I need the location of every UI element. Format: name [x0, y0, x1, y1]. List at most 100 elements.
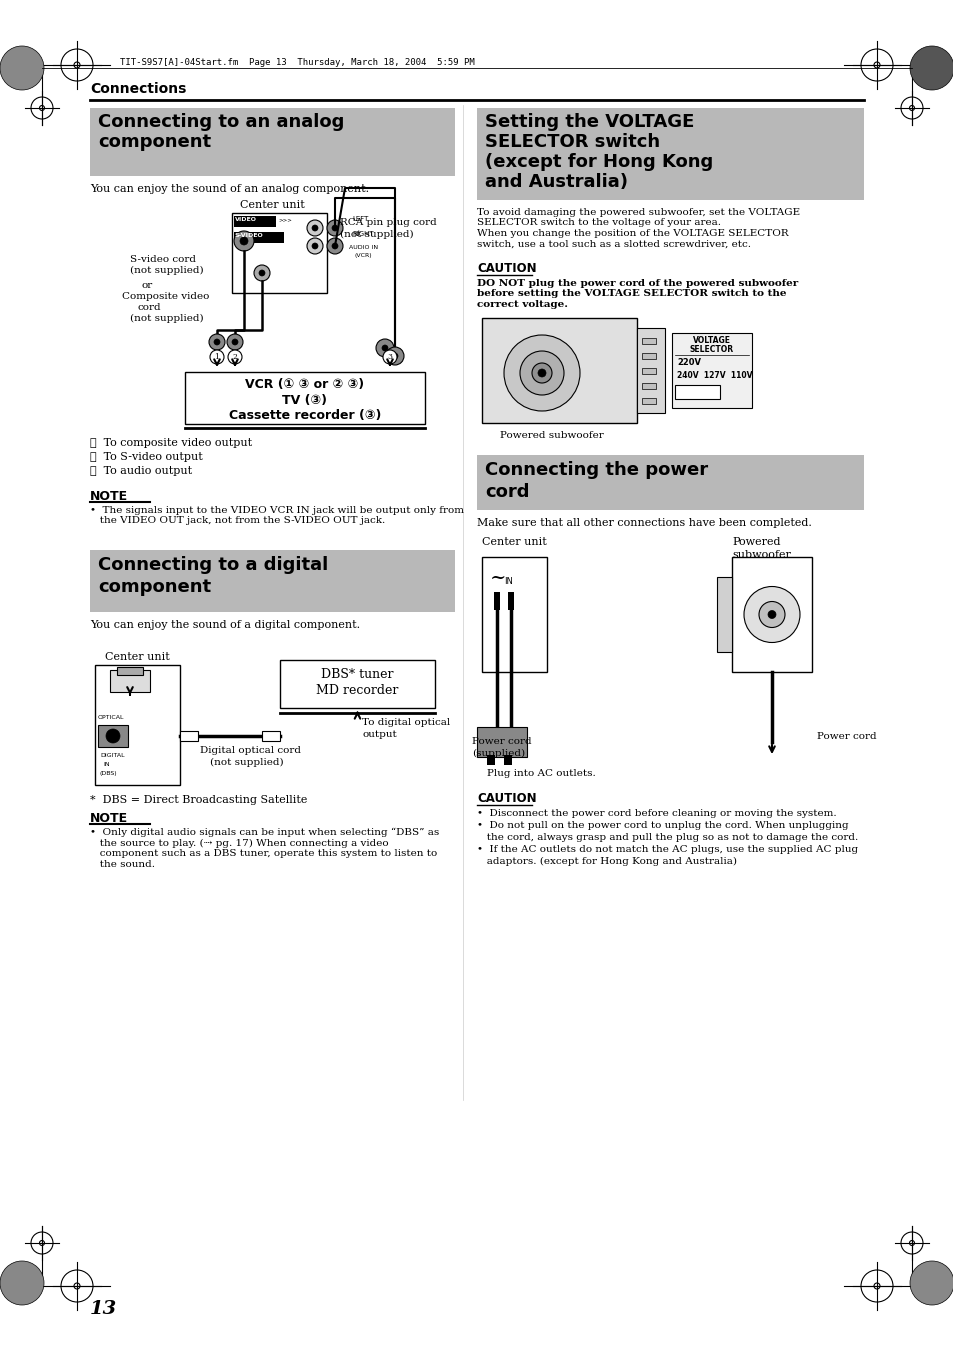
Text: OPTICAL: OPTICAL: [98, 715, 125, 720]
Text: •  If the AC outlets do not match the AC plugs, use the supplied AC plug: • If the AC outlets do not match the AC …: [476, 844, 858, 854]
Text: 220V: 220V: [677, 358, 700, 367]
Bar: [90, 550, 455, 612]
Text: Center unit: Center unit: [481, 536, 546, 547]
Text: Center unit: Center unit: [240, 200, 304, 209]
Text: Setting the VOLTAGE: Setting the VOLTAGE: [484, 113, 694, 131]
Circle shape: [213, 339, 220, 345]
Circle shape: [233, 231, 253, 251]
Text: Center unit: Center unit: [105, 653, 170, 662]
Circle shape: [307, 238, 323, 254]
Bar: [675, 385, 720, 399]
Text: 1: 1: [214, 353, 219, 361]
Text: SELECTOR switch: SELECTOR switch: [484, 132, 659, 151]
Text: adaptors. (except for Hong Kong and Australia): adaptors. (except for Hong Kong and Aust…: [476, 857, 737, 866]
Bar: [232, 213, 327, 293]
Text: Make sure that all other connections have been completed.: Make sure that all other connections hav…: [476, 517, 811, 528]
Text: •  Only digital audio signals can be input when selecting “DBS” as
   the source: • Only digital audio signals can be inpu…: [90, 828, 438, 869]
Text: Plug into AC outlets.: Plug into AC outlets.: [486, 769, 595, 778]
Bar: [503, 755, 512, 765]
Text: Connecting to a digital: Connecting to a digital: [98, 557, 328, 574]
Text: Connecting the power: Connecting the power: [484, 461, 707, 480]
Text: Composite video: Composite video: [122, 292, 209, 301]
Text: CAUTION: CAUTION: [476, 792, 536, 805]
Text: subwoofer: subwoofer: [731, 550, 790, 561]
Circle shape: [253, 265, 270, 281]
Bar: [280, 661, 435, 708]
Circle shape: [240, 236, 248, 245]
Text: cord: cord: [138, 303, 161, 312]
Circle shape: [312, 226, 317, 231]
Text: cord: cord: [484, 484, 529, 501]
Circle shape: [743, 586, 800, 643]
Circle shape: [307, 220, 323, 236]
Bar: [110, 670, 150, 692]
Text: IN: IN: [103, 762, 110, 767]
Text: VIDEO: VIDEO: [234, 218, 256, 222]
Text: Connecting to an analog: Connecting to an analog: [98, 113, 344, 131]
Circle shape: [381, 345, 388, 351]
Text: and Australia): and Australia): [484, 173, 627, 190]
Text: (not supplied): (not supplied): [130, 266, 203, 276]
Text: TV (③): TV (③): [282, 394, 327, 407]
Text: 13: 13: [90, 1300, 117, 1319]
Circle shape: [519, 351, 563, 394]
Bar: [481, 317, 637, 423]
Text: component: component: [98, 578, 211, 596]
Text: 240V  127V  110V: 240V 127V 110V: [677, 372, 752, 380]
Bar: [641, 367, 656, 374]
Text: Powered subwoofer: Powered subwoofer: [499, 431, 603, 440]
Text: SELECTOR: SELECTOR: [689, 345, 733, 354]
Text: Connections: Connections: [90, 82, 186, 96]
Circle shape: [759, 601, 784, 627]
Text: •  The signals input to the VIDEO VCR IN jack will be output only from
   the VI: • The signals input to the VIDEO VCR IN …: [90, 507, 463, 526]
Bar: [494, 592, 499, 611]
Text: Powered: Powered: [731, 536, 780, 547]
Text: (not supplied): (not supplied): [339, 230, 414, 239]
Text: RIGHT: RIGHT: [352, 231, 374, 236]
Text: 3: 3: [387, 353, 392, 361]
Text: the cord, always grasp and pull the plug so as not to damage the cord.: the cord, always grasp and pull the plug…: [476, 834, 858, 842]
Bar: [117, 667, 143, 676]
Text: You can enjoy the sound of an analog component.: You can enjoy the sound of an analog com…: [90, 184, 369, 195]
Text: (not supplied): (not supplied): [130, 313, 203, 323]
Text: TIT-S9S7[A]-04Start.fm  Page 13  Thursday, March 18, 2004  5:59 PM: TIT-S9S7[A]-04Start.fm Page 13 Thursday,…: [120, 58, 475, 68]
Text: NOTE: NOTE: [90, 490, 128, 503]
Circle shape: [332, 226, 337, 231]
Circle shape: [909, 1260, 953, 1305]
Circle shape: [327, 220, 343, 236]
Text: CAUTION: CAUTION: [476, 262, 536, 276]
Circle shape: [227, 334, 243, 350]
Bar: [641, 382, 656, 389]
Text: To avoid damaging the powered subwoofer, set the VOLTAGE
SELECTOR switch to the : To avoid damaging the powered subwoofer,…: [476, 208, 800, 249]
Text: Power cord: Power cord: [472, 738, 531, 746]
Text: ①  To composite video output: ① To composite video output: [90, 438, 252, 449]
Bar: [262, 731, 280, 740]
Circle shape: [209, 334, 225, 350]
Bar: [476, 455, 863, 509]
Text: (VCR): (VCR): [355, 253, 373, 258]
Text: (not supplied): (not supplied): [210, 758, 283, 767]
Bar: [731, 557, 811, 671]
Bar: [180, 731, 198, 740]
Text: To digital optical: To digital optical: [362, 717, 450, 727]
Bar: [185, 372, 424, 424]
Text: RCA pin plug cord: RCA pin plug cord: [339, 218, 436, 227]
Bar: [507, 592, 514, 611]
Bar: [671, 332, 751, 408]
Text: 2: 2: [233, 353, 237, 361]
Text: S-VIDEO: S-VIDEO: [234, 232, 263, 238]
Bar: [641, 353, 656, 359]
Text: •  Disconnect the power cord before cleaning or moving the system.: • Disconnect the power cord before clean…: [476, 809, 836, 817]
Circle shape: [382, 350, 396, 363]
Text: output: output: [362, 730, 396, 739]
Text: DO NOT plug the power cord of the powered subwoofer
before setting the VOLTAGE S: DO NOT plug the power cord of the powere…: [476, 280, 798, 309]
Circle shape: [0, 1260, 44, 1305]
Bar: [476, 727, 526, 757]
Text: (supplied): (supplied): [472, 748, 524, 758]
Bar: [717, 577, 731, 653]
Circle shape: [0, 46, 44, 91]
Text: NOTE: NOTE: [90, 812, 128, 825]
Text: >>>: >>>: [277, 218, 292, 222]
Text: ~: ~: [490, 569, 506, 586]
Circle shape: [375, 339, 394, 357]
